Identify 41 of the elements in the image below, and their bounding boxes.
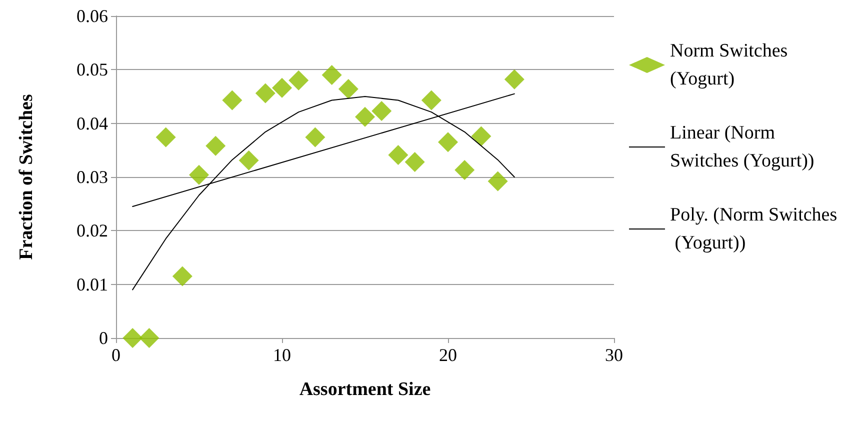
- point: [421, 90, 442, 110]
- x-tick-label: 0: [112, 345, 120, 365]
- y-tick-label: 0.06: [76, 6, 108, 26]
- point: [504, 69, 524, 90]
- x-axis-title: Assortment Size: [299, 379, 431, 400]
- y-tick-label: 0.01: [76, 274, 108, 294]
- point: [305, 127, 326, 148]
- x-tick-label: 20: [439, 345, 457, 365]
- y-tick-label: 0: [99, 328, 108, 348]
- legend-label: Linear (Norm Switches (Yogurt)): [670, 122, 814, 172]
- legend-label: Poly. (Norm Switches (Yogurt)): [670, 204, 838, 254]
- y-tick-label: 0.04: [76, 113, 108, 134]
- point: [338, 78, 358, 99]
- y-tick-label: 0.05: [76, 60, 108, 80]
- point: [438, 132, 458, 152]
- point: [172, 266, 192, 286]
- point: [122, 328, 143, 348]
- y-tick-label: 0.03: [76, 167, 108, 187]
- point: [404, 152, 425, 172]
- point: [454, 160, 475, 180]
- y-axis-title: Fraction of Switches: [16, 94, 37, 260]
- point: [222, 90, 242, 110]
- point: [272, 78, 292, 98]
- point: [355, 106, 375, 127]
- point: [322, 65, 342, 86]
- point: [471, 126, 492, 146]
- point: [206, 136, 226, 156]
- point: [288, 70, 309, 90]
- line-series: [132, 96, 515, 290]
- legend-label: Norm Switches (Yogurt): [670, 40, 792, 90]
- x-tick-label: 30: [605, 345, 623, 365]
- point: [255, 83, 276, 104]
- x-tick-label: 10: [273, 345, 291, 365]
- point: [139, 328, 160, 348]
- y-tick-label: 0.02: [76, 220, 108, 241]
- point: [388, 144, 408, 165]
- point: [238, 150, 259, 170]
- point: [488, 171, 508, 192]
- point: [372, 100, 392, 121]
- point: [156, 127, 176, 148]
- point: [189, 164, 209, 185]
